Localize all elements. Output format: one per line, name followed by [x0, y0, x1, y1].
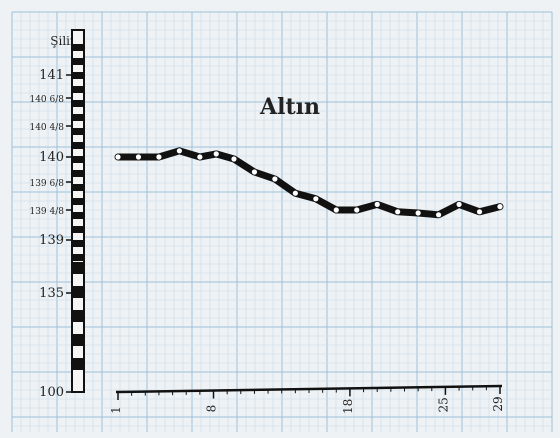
y-axis-bar-segment — [73, 226, 83, 233]
series-point — [272, 176, 278, 182]
x-axis: 1 8 18 25 29 — [109, 384, 505, 414]
series-line-path — [114, 147, 504, 219]
y-axis-bar-segment — [73, 184, 83, 191]
y-axis-bar-segment — [73, 358, 83, 370]
y-axis-bar — [71, 29, 85, 393]
y-tick-label: 100 — [39, 385, 64, 400]
y-tick-label: 135 — [39, 286, 64, 301]
series-point — [292, 190, 298, 196]
series-point — [135, 154, 142, 160]
y-axis-bar-segment — [73, 128, 83, 135]
series-point — [231, 156, 237, 162]
series-point — [395, 209, 401, 215]
x-tick-label: 18 — [341, 399, 355, 414]
series-point — [115, 154, 121, 160]
y-axis-bar-segment — [73, 58, 83, 65]
y-axis-bar-segment — [73, 334, 83, 346]
series-point — [456, 201, 462, 207]
series-point — [251, 169, 258, 175]
y-tick-label: 139 — [39, 233, 64, 248]
y-axis-bar-segment — [73, 142, 83, 149]
series-point — [176, 148, 182, 154]
series-point — [436, 212, 442, 218]
y-axis-bar-segment — [73, 198, 83, 205]
series-point — [156, 154, 162, 160]
x-tick-label: 25 — [436, 397, 450, 412]
series-point — [476, 209, 483, 215]
y-tick-label: 140 4/8 — [29, 123, 64, 133]
y-axis-bar-segment — [73, 86, 83, 93]
y-tick-label: 139 4/8 — [29, 207, 64, 217]
y-axis-bar-segment — [73, 156, 83, 163]
x-tick-label: 29 — [491, 396, 505, 411]
grid — [11, 11, 553, 432]
series-point — [197, 154, 203, 160]
y-axis-bar-segment — [73, 262, 83, 274]
series-point — [354, 207, 360, 213]
x-tick-label: 1 — [109, 406, 123, 414]
series-point — [333, 207, 339, 213]
series-point — [497, 204, 503, 210]
series-point — [313, 196, 319, 202]
y-axis-bar-segment — [73, 240, 83, 247]
series-point — [213, 151, 219, 157]
y-axis-ticks: 141 140 6/8 140 4/8 140 139 6/8 139 4/8 139 135… — [29, 68, 72, 400]
x-tick-label: 8 — [205, 405, 219, 413]
y-axis-bar-segment — [73, 72, 83, 79]
chart-title: Altın — [259, 94, 320, 120]
series-line — [114, 147, 504, 219]
y-axis-bar-segment — [73, 100, 83, 107]
y-axis-bar-segment — [73, 44, 83, 51]
y-axis-bar-segment — [73, 310, 83, 322]
y-tick-label: 139 6/8 — [29, 179, 64, 189]
y-axis-bar-segment — [73, 286, 83, 298]
y-tick-label: 140 — [39, 150, 64, 165]
y-axis-bar-segment — [73, 114, 83, 121]
y-axis-bar-segment — [73, 170, 83, 177]
series-point — [374, 201, 380, 207]
y-axis-bar-segment — [73, 254, 83, 261]
series-point — [415, 210, 421, 216]
y-axis-bar-segment — [73, 212, 83, 219]
y-tick-label: 140 6/8 — [29, 95, 64, 105]
y-tick-label: 141 — [39, 68, 64, 83]
